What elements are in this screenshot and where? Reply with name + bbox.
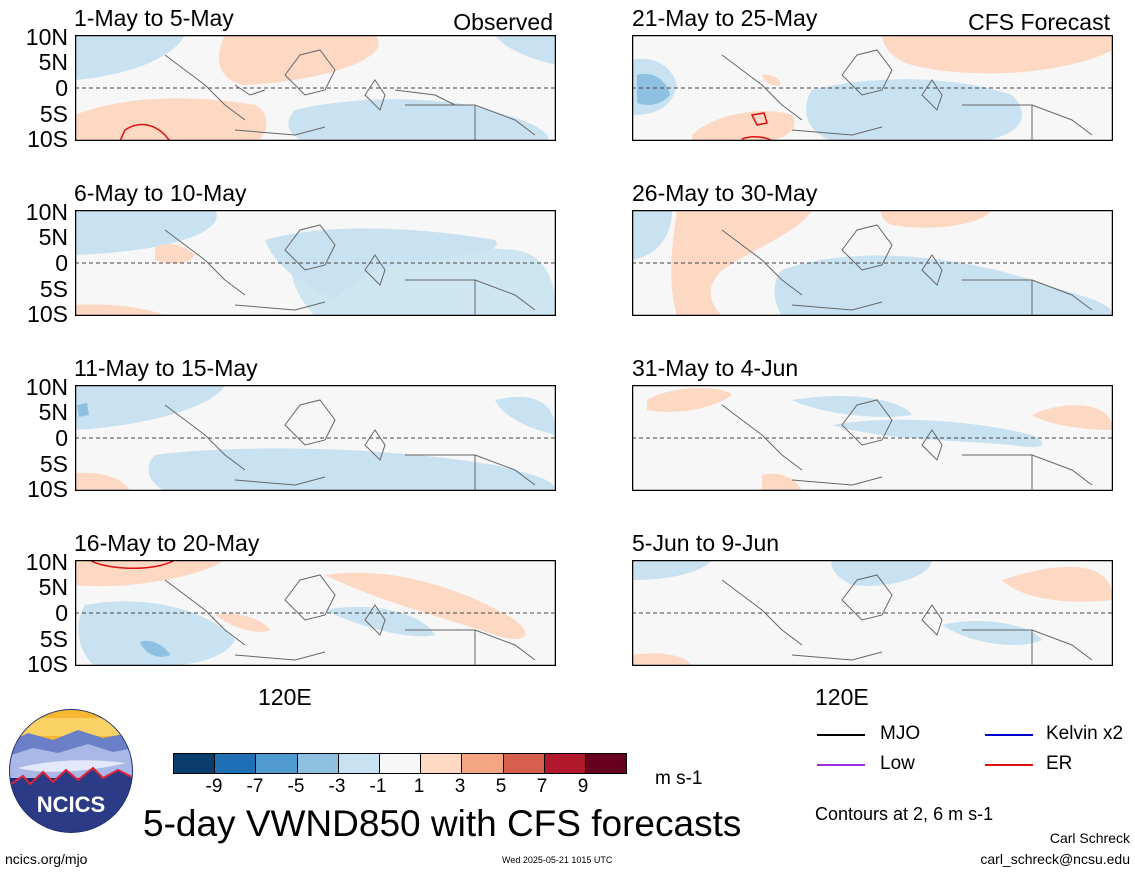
map-panel-7 bbox=[632, 385, 1113, 491]
main-title: 5-day VWND850 with CFS forecasts bbox=[143, 803, 742, 844]
colorbar-tick: 9 bbox=[577, 776, 589, 797]
lat-label: 0 bbox=[55, 250, 68, 276]
lat-label: 5N bbox=[38, 574, 68, 600]
colorbar-bin bbox=[338, 754, 380, 773]
panel-title-4: 16-May to 20-May bbox=[74, 530, 260, 556]
panel-title-5: 21-May to 25-May bbox=[632, 5, 818, 31]
contours-note: Contours at 2, 6 m s-1 bbox=[815, 804, 994, 824]
map-panel-8 bbox=[632, 560, 1113, 666]
lat-label: 10S bbox=[27, 476, 68, 502]
map-panel-6 bbox=[632, 210, 1113, 316]
colorbar-tick: 1 bbox=[413, 776, 425, 797]
logo-text: NCICS bbox=[37, 792, 105, 817]
colorbar-bin bbox=[503, 754, 545, 773]
map-panel-5 bbox=[632, 35, 1113, 141]
colorbar-bin bbox=[297, 754, 339, 773]
lat-label: 10N bbox=[25, 549, 68, 575]
ncics-logo: NCICS bbox=[9, 709, 133, 833]
lat-label: 5S bbox=[39, 451, 68, 477]
footer-author: Carl Schreck bbox=[1049, 830, 1130, 846]
colorbar-tick: -7 bbox=[246, 776, 264, 797]
lat-label: 10S bbox=[27, 301, 68, 327]
colorbar-bin bbox=[174, 754, 216, 773]
colorbar-tick: -9 bbox=[205, 776, 223, 797]
colorbar-tick: -1 bbox=[369, 776, 387, 797]
colorbar-tick: 7 bbox=[536, 776, 548, 797]
footer-email: carl_schreck@ncsu.edu bbox=[980, 851, 1130, 867]
cfs-forecast-label: CFS Forecast bbox=[968, 9, 1110, 35]
lat-label: 10S bbox=[27, 126, 68, 152]
panel-title-2: 6-May to 10-May bbox=[74, 180, 247, 206]
colorbar-bin bbox=[544, 754, 586, 773]
colorbar-units: m s-1 bbox=[655, 768, 703, 789]
lat-label: 5S bbox=[39, 626, 68, 652]
map-panel-4 bbox=[75, 560, 556, 666]
lat-label: 10N bbox=[25, 374, 68, 400]
lat-label: 0 bbox=[55, 600, 68, 626]
footer-site: ncics.org/mjo bbox=[5, 851, 88, 867]
lat-label: 10N bbox=[25, 24, 68, 50]
footer-timestamp: Wed 2025-05-21 1015 UTC bbox=[502, 855, 613, 865]
legend-line-er bbox=[985, 764, 1033, 766]
lat-label: 5N bbox=[38, 49, 68, 75]
observed-label: Observed bbox=[453, 9, 553, 35]
legend-label-kelvin: Kelvin x2 bbox=[1046, 723, 1124, 744]
colorbar-bin bbox=[462, 754, 504, 773]
panel-title-7: 31-May to 4-Jun bbox=[632, 355, 799, 381]
colorbar-tick: 3 bbox=[454, 776, 466, 797]
colorbar bbox=[173, 753, 627, 774]
colorbar-tick: 5 bbox=[495, 776, 507, 797]
colorbar-bin bbox=[421, 754, 463, 773]
legend-line-kelvin bbox=[985, 734, 1033, 736]
legend-line-mjo bbox=[817, 734, 865, 736]
lat-label: 10N bbox=[25, 199, 68, 225]
map-panel-2 bbox=[75, 210, 556, 316]
legend-label-er: ER bbox=[1046, 753, 1073, 774]
lat-label: 0 bbox=[55, 75, 68, 101]
legend-label-low: Low bbox=[880, 753, 915, 774]
colorbar-bin bbox=[379, 754, 422, 773]
map-panel-3 bbox=[75, 385, 556, 491]
legend-line-low bbox=[817, 764, 865, 766]
lat-label: 5N bbox=[38, 399, 68, 425]
colorbar-tick: -5 bbox=[287, 776, 305, 797]
lat-label: 0 bbox=[55, 425, 68, 451]
panel-title-1: 1-May to 5-May bbox=[74, 5, 234, 31]
lon-label-left: 120E bbox=[258, 684, 312, 710]
lat-label: 5N bbox=[38, 224, 68, 250]
lat-label: 10S bbox=[27, 651, 68, 677]
colorbar-tick: -3 bbox=[328, 776, 346, 797]
lat-label: 5S bbox=[39, 276, 68, 302]
colorbar-bin bbox=[215, 754, 257, 773]
panel-title-3: 11-May to 15-May bbox=[74, 355, 258, 381]
colorbar-bin bbox=[585, 754, 627, 773]
lat-label: 5S bbox=[39, 101, 68, 127]
colorbar-bin bbox=[256, 754, 298, 773]
panel-title-8: 5-Jun to 9-Jun bbox=[632, 530, 780, 556]
panel-title-6: 26-May to 30-May bbox=[632, 180, 818, 206]
lon-label-right: 120E bbox=[815, 684, 869, 710]
legend-label-mjo: MJO bbox=[880, 723, 921, 744]
map-panel-1 bbox=[75, 35, 556, 141]
